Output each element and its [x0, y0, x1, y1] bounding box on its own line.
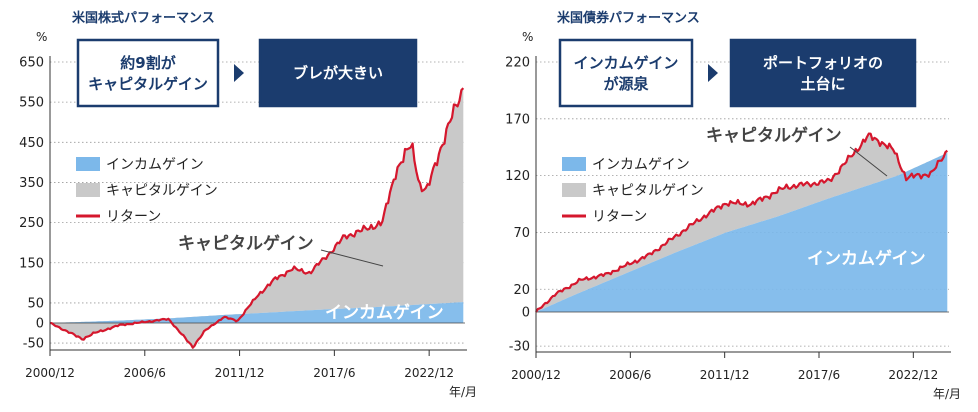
annotation-leader	[849, 146, 888, 177]
capital-gain-area	[50, 88, 464, 348]
chart-panel-1: 米国株式パフォーマンス% -50 0 50 150 250 350 450 550 650 2000…	[19, 10, 477, 399]
callout-box	[729, 38, 917, 108]
x-tick-label: 2006/6	[124, 366, 166, 380]
chart-title: 米国株式パフォーマンス	[72, 10, 215, 26]
y-tick-label: 50	[27, 296, 44, 311]
y-tick-label: 220	[505, 56, 530, 71]
x-tick-label: 2011/12	[215, 366, 265, 380]
x-tick-label: 2017/6	[798, 368, 840, 382]
y-tick-label: -30	[509, 340, 530, 355]
capital-annotation: キャピタルゲイン	[178, 233, 314, 254]
y-tick-label: 0	[522, 306, 530, 321]
income-annotation: インカムゲイン	[807, 248, 926, 269]
legend-label: リターン	[592, 209, 647, 225]
return-line	[535, 132, 949, 313]
legend-swatch	[562, 157, 586, 171]
x-tick-label: 2006/6	[609, 368, 651, 382]
x-tick-label: 2000/12	[511, 368, 561, 382]
legend-swatch	[562, 183, 586, 197]
legend-swatch	[76, 183, 100, 197]
y-tick-label: 650	[19, 56, 44, 71]
legend-label: リターン	[106, 209, 161, 225]
callout-box	[258, 38, 418, 108]
legend-label: キャピタルゲイン	[592, 183, 704, 199]
capital-annotation: キャピタルゲイン	[706, 125, 842, 146]
y-tick-label: 350	[19, 176, 44, 191]
callout-text: 約9割がキャピタルゲイン	[88, 54, 208, 93]
chart-title: 米国債券パフォーマンス	[557, 10, 700, 26]
x-tick-label: 2011/12	[700, 368, 750, 382]
y-unit-label: %	[36, 30, 47, 44]
x-tick-label: 2017/6	[313, 366, 355, 380]
callout-text: ブレが大きい	[293, 64, 383, 82]
y-tick-label: 20	[513, 283, 530, 298]
x-unit-label: 年/月	[449, 385, 477, 399]
y-tick-label: 450	[19, 136, 44, 151]
x-tick-label: 2022/12	[888, 368, 938, 382]
capital-gain-area	[536, 133, 948, 312]
legend-swatch	[76, 157, 100, 171]
callout-text: インカムゲインが源泉	[574, 54, 679, 93]
chart-panel-2: 米国債券パフォーマンス% -30 0 20 70 120 170 220 2000/12 2006…	[505, 10, 961, 401]
income-annotation: インカムゲイン	[325, 302, 444, 323]
return-line	[49, 87, 465, 349]
y-unit-label: %	[522, 30, 533, 44]
x-unit-label: 年/月	[933, 387, 961, 401]
callout-text: ポートフォリオの土台に	[763, 54, 883, 93]
y-tick-label: 250	[19, 216, 44, 231]
arrow-icon	[708, 64, 718, 82]
arrow-icon	[234, 64, 244, 82]
y-tick-label: 120	[505, 169, 530, 184]
legend-label: キャピタルゲイン	[106, 183, 218, 199]
income-gain-area	[50, 302, 464, 323]
annotation-leader	[320, 249, 384, 267]
y-tick-label: 150	[19, 256, 44, 271]
y-tick-label: 70	[513, 226, 530, 241]
x-tick-label: 2000/12	[25, 366, 75, 380]
legend-label: インカムゲイン	[106, 157, 204, 173]
callout-box	[558, 38, 694, 108]
y-tick-label: 170	[505, 112, 530, 127]
y-tick-label: 0	[36, 317, 44, 332]
y-tick-label: 550	[19, 96, 44, 111]
callout-box	[76, 38, 220, 108]
legend-label: インカムゲイン	[592, 157, 690, 173]
income-gain-area	[536, 152, 948, 312]
y-tick-label: -50	[23, 337, 44, 352]
x-tick-label: 2022/12	[404, 366, 454, 380]
